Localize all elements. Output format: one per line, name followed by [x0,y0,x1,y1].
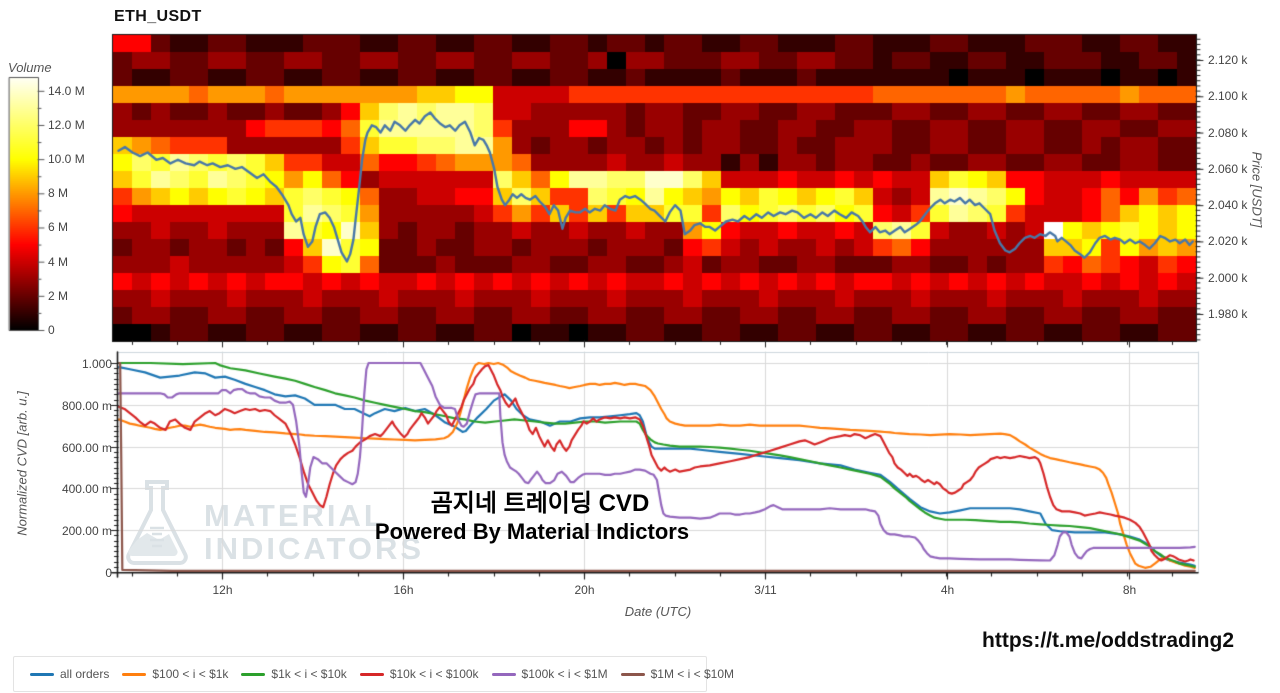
price-tick-label: 2.020 k [1208,234,1248,249]
volume-tick-label: 8 M [48,186,69,201]
legend-item-label: $1k < i < $10k [271,667,347,681]
legend-item-3[interactable]: $10k < i < $100k [359,667,479,681]
price-tick-label: 2.060 k [1208,161,1248,176]
price-tick-label: 2.080 k [1208,125,1248,140]
volume-tick-label: 6 M [48,220,69,235]
legend-item-4[interactable]: $100k < i < $1M [491,667,608,681]
legend-item-label: $100 < i < $1k [152,667,229,681]
volume-tick-label: 0 [48,323,55,337]
volume-tick-label: 12.0 M [48,117,85,132]
legend-item-label: $100k < i < $1M [521,667,608,681]
cvd-axis-title: Normalized CVD [arb. u.] [14,391,30,536]
telegram-url[interactable]: https://t.me/oddstrading2 [982,629,1234,652]
legend-item-label: $1M < i < $10M [650,667,734,681]
legend: all orders $100 < i < $1k $1k < i < $10k $1… [13,656,734,692]
cvd-y-tick-label: 600.00 m [61,440,112,455]
cvd-y-tick-label: 0 [105,565,112,580]
page-title: ETH_USDT [114,8,202,25]
cvd-y-tick-label: 800.00 m [61,398,112,413]
price-tick-label: 2.000 k [1208,270,1248,285]
legend-item-1[interactable]: $100 < i < $1k [122,667,228,681]
overlay-powered-by: Powered By Material Indictors [374,519,690,544]
volume-tick-label: 4 M [48,254,69,269]
legend-swatch-icon [491,672,516,676]
volume-tick-label: 2 M [48,288,69,303]
colorbar-title: Volume [8,60,52,75]
volume-tick-label: 14.0 M [48,83,85,98]
legend-item-2[interactable]: $1k < i < $10k [241,667,347,681]
legend-swatch-icon [122,672,147,676]
legend-item-0[interactable]: all orders [30,667,109,681]
price-tick-label: 2.040 k [1208,198,1248,213]
volume-tick-label: 10.0 M [48,152,85,167]
x-tick-label: 8h [1122,583,1137,597]
legend-swatch-icon [359,672,384,676]
legend-swatch-icon [620,672,645,676]
cvd-y-tick-label: 1.000 [81,356,112,371]
x-tick-label: 20h [574,583,595,597]
x-tick-label: 16h [393,583,414,597]
price-tick-label: 2.100 k [1208,89,1248,104]
date-axis-title: Date (UTC) [624,604,692,619]
price-axis-title: Price [USDT] [1249,151,1265,228]
overlay-korean-title: 곰지네 트레이딩 CVD [430,490,650,517]
cvd-y-tick-label: 400.00 m [61,481,112,496]
legend-swatch-icon [241,672,266,676]
x-tick-label: 3/11 [754,583,777,597]
x-tick-label: 4h [940,583,955,597]
x-tick-label: 12h [212,583,233,597]
price-tick-label: 1.980 k [1208,307,1248,321]
cvd-y-tick-label: 200.00 m [61,523,112,538]
price-tick-label: 2.120 k [1208,53,1248,67]
legend-swatch-icon [30,672,54,676]
legend-item-label: all orders [60,667,110,681]
legend-item-label: $10k < i < $100k [389,667,479,681]
legend-item-5[interactable]: $1M < i < $10M [620,667,734,681]
